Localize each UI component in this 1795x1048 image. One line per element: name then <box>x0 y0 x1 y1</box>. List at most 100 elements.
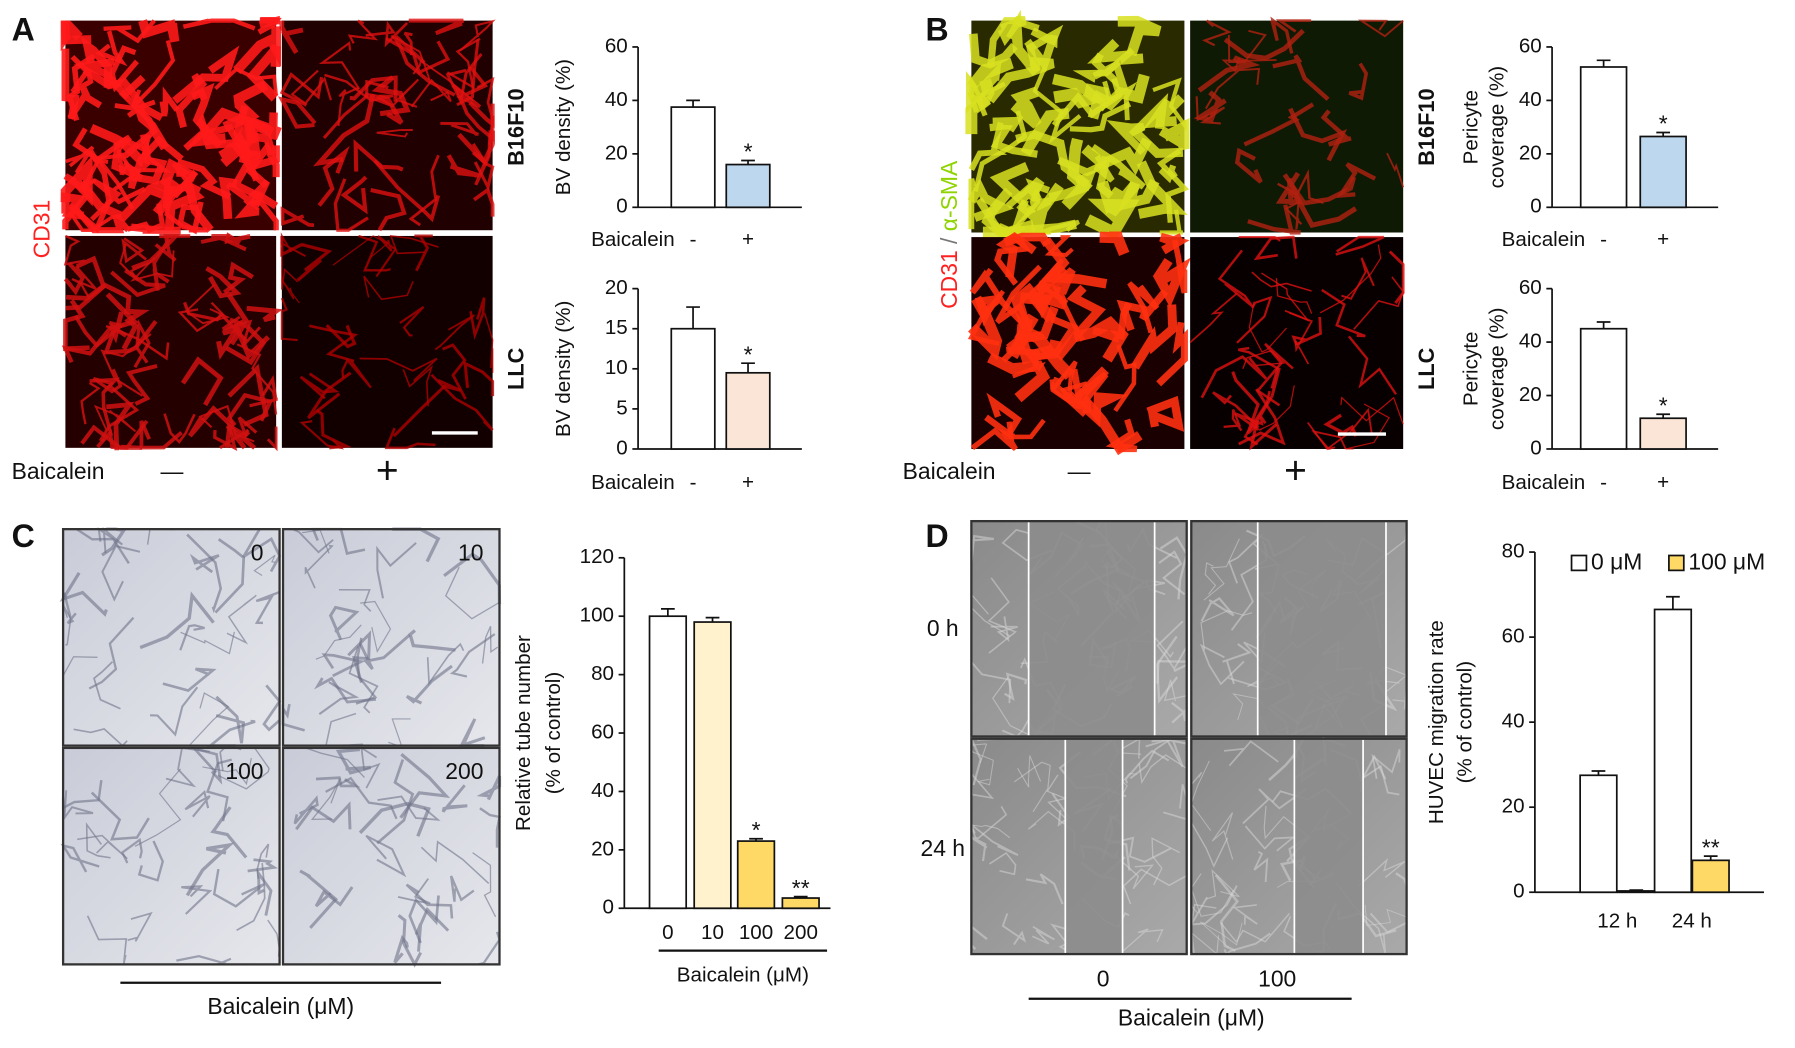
texture <box>81 36 113 88</box>
texture <box>328 605 360 641</box>
y-tick-label: 0 <box>1530 195 1541 218</box>
texture <box>1017 755 1042 788</box>
image-label: 200 <box>445 758 483 784</box>
texture <box>1340 396 1404 425</box>
condition: + <box>1284 449 1307 492</box>
y-axis-label: BV density (%) <box>552 59 575 195</box>
texture <box>1320 109 1352 147</box>
wound-gap <box>1257 521 1386 737</box>
texture <box>1248 301 1288 353</box>
frame <box>970 737 1188 956</box>
condition: 0 <box>1097 965 1110 991</box>
significance: ** <box>1702 834 1720 860</box>
texture <box>213 422 249 451</box>
y-axis-label: Pericyte <box>1459 90 1482 164</box>
texture <box>1013 761 1051 813</box>
texture <box>281 279 300 304</box>
texture <box>78 155 135 210</box>
texture <box>1016 182 1064 234</box>
texture <box>280 206 315 227</box>
texture <box>315 624 362 660</box>
wound-gap <box>1294 738 1364 955</box>
texture <box>247 858 279 873</box>
x-axis-label: Baicalein <box>591 228 675 251</box>
frame <box>61 528 281 747</box>
texture <box>236 863 266 931</box>
y-tick-label: 20 <box>591 837 614 860</box>
y-tick-label: 20 <box>1519 383 1542 406</box>
texture <box>127 911 153 942</box>
texture <box>1159 232 1190 255</box>
texture <box>210 806 248 859</box>
texture <box>970 421 1018 451</box>
texture <box>1243 390 1271 446</box>
bar <box>1579 66 1628 209</box>
texture <box>1357 857 1406 887</box>
texture <box>214 538 246 614</box>
error-bar <box>1596 321 1611 329</box>
texture <box>1307 407 1373 451</box>
texture <box>1069 101 1132 133</box>
texture <box>62 173 94 230</box>
y-tick-label: 40 <box>1519 330 1542 353</box>
texture <box>159 86 180 117</box>
texture <box>376 542 417 599</box>
texture <box>77 179 166 222</box>
texture <box>359 633 411 670</box>
error-bar <box>686 99 700 108</box>
significance: * <box>752 817 761 843</box>
bar <box>1653 608 1693 894</box>
significance: ** <box>792 875 810 901</box>
texture <box>410 78 452 108</box>
texture <box>1158 117 1190 151</box>
y-tick-label: 60 <box>605 34 628 57</box>
error-bar <box>749 837 763 842</box>
texture <box>375 235 397 278</box>
texture <box>254 591 280 625</box>
texture <box>1072 47 1135 83</box>
texture <box>1011 323 1046 379</box>
texture <box>1007 325 1075 380</box>
texture <box>314 676 377 704</box>
x-axis-label: Baicalein <box>1502 228 1586 251</box>
texture <box>393 934 409 964</box>
x-tick-label: 24 h <box>1672 909 1712 932</box>
texture <box>186 107 257 148</box>
texture <box>371 75 411 117</box>
y-axis-label: Relative tube number <box>512 635 535 831</box>
texture <box>481 626 499 664</box>
texture <box>376 129 413 138</box>
texture <box>385 37 451 75</box>
y-tick-label: 20 <box>605 276 628 299</box>
texture <box>986 56 1055 104</box>
condition: — <box>1068 458 1091 484</box>
y-tick-label: 60 <box>591 720 614 743</box>
texture <box>399 305 425 337</box>
texture <box>295 801 352 831</box>
texture <box>1223 932 1271 956</box>
texture <box>1335 235 1385 256</box>
bar <box>1639 135 1687 209</box>
texture <box>1219 913 1290 944</box>
texture <box>227 363 269 427</box>
texture <box>96 419 149 450</box>
y-tick-label: 60 <box>1519 34 1542 57</box>
texture <box>1200 597 1235 622</box>
x-tick-label: - <box>1600 228 1607 251</box>
texture <box>188 692 230 747</box>
micrograph <box>63 529 280 746</box>
texture <box>299 869 339 929</box>
texture <box>414 234 433 272</box>
texture <box>63 234 86 266</box>
texture <box>1223 409 1243 432</box>
texture <box>63 262 85 296</box>
x-axis-label: Baicalein (μM) <box>677 963 809 986</box>
texture <box>59 571 108 617</box>
texture <box>1105 418 1138 453</box>
texture <box>408 18 465 36</box>
bar <box>1617 890 1656 894</box>
y-axis-label: coverage (%) <box>1486 66 1509 189</box>
texture <box>180 356 224 407</box>
texture <box>134 104 170 151</box>
error-bar <box>1596 59 1611 68</box>
